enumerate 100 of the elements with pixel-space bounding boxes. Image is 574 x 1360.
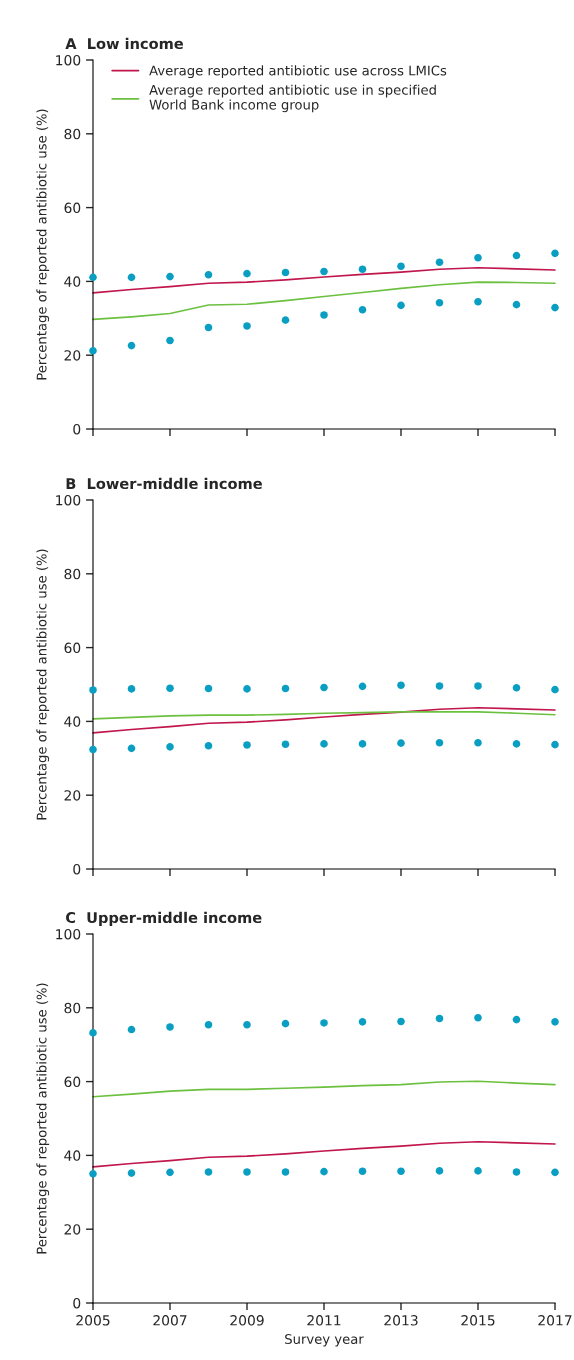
point (512, 1168, 521, 1176)
point (512, 1015, 521, 1024)
point (127, 273, 136, 282)
point (204, 1168, 213, 1176)
point (166, 1168, 174, 1177)
point (358, 1167, 367, 1176)
point (435, 258, 444, 267)
point (358, 740, 367, 748)
point (243, 1168, 251, 1176)
point (243, 685, 251, 693)
point (320, 311, 328, 319)
line-series (92, 1080, 556, 1098)
x-tick-label: 2013 (384, 1315, 418, 1326)
point (166, 1023, 174, 1031)
point (551, 249, 559, 258)
point (397, 739, 405, 747)
point (551, 740, 559, 749)
y-tick-label: 0 (73, 863, 81, 875)
y-tick-label: 80 (64, 1002, 81, 1014)
y-tick-label: 60 (64, 642, 81, 654)
chart-title: C Upper-middle income (66, 911, 262, 926)
point (512, 251, 521, 260)
y-tick-label: 100 (56, 54, 81, 66)
point (474, 1167, 482, 1175)
point (320, 683, 328, 692)
line-series (92, 266, 556, 294)
line-series (92, 281, 556, 321)
y-tick-label: 20 (64, 350, 81, 361)
legend-label: Average reported antibiotic use in specified World Bank income group (149, 84, 436, 113)
line-series (92, 706, 556, 734)
point (166, 684, 174, 692)
point (397, 301, 405, 310)
x-tick-label: 2007 (153, 1315, 187, 1326)
point (243, 269, 251, 278)
point (397, 262, 405, 271)
point (89, 273, 97, 282)
y-tick-label: 80 (64, 568, 81, 580)
y-tick-label: 20 (64, 790, 81, 801)
point (512, 740, 521, 748)
point (512, 300, 521, 309)
point (320, 267, 328, 276)
y-tick-label: 100 (56, 928, 81, 940)
point (435, 682, 444, 690)
point (166, 743, 174, 751)
point (397, 1167, 405, 1176)
y-axis-title: Percentage of reported antibiotic use (%) (36, 109, 50, 380)
point (397, 681, 405, 690)
y-axis-title: Percentage of reported antibiotic use (%) (36, 983, 50, 1254)
y-tick-label: 80 (64, 128, 81, 140)
point (204, 684, 213, 693)
point (435, 1014, 444, 1023)
y-tick-label: 60 (64, 202, 81, 214)
point (474, 1013, 482, 1022)
point (435, 1167, 444, 1175)
point (358, 1018, 367, 1026)
point (281, 740, 290, 749)
point (320, 1019, 328, 1027)
x-tick-label: 2005 (76, 1315, 110, 1326)
x-tick-label: 2017 (538, 1315, 572, 1326)
legend-label: Average reported antibiotic use across LMICs (149, 65, 447, 79)
x-tick-label: 2009 (230, 1315, 264, 1326)
point (243, 1020, 251, 1029)
point (551, 303, 559, 312)
point (358, 265, 367, 274)
point (127, 1025, 136, 1034)
x-tick-label: 2015 (461, 1315, 495, 1326)
point (89, 686, 97, 694)
point (89, 745, 97, 754)
point (435, 299, 444, 307)
y-tick-label: 0 (73, 1297, 81, 1309)
y-tick-label: 40 (64, 276, 81, 287)
y-tick-label: 0 (73, 423, 81, 435)
point (320, 740, 328, 748)
point (474, 253, 482, 262)
point (243, 322, 251, 330)
point (166, 336, 174, 345)
point (551, 1168, 559, 1177)
point (474, 297, 482, 306)
line-series (92, 1140, 556, 1168)
point (281, 316, 290, 324)
point (127, 341, 136, 350)
y-tick-label: 40 (64, 716, 81, 727)
chart-title: A Low income (65, 37, 184, 50)
point (127, 1169, 136, 1177)
y-axis-title: Percentage of reported antibiotic use (%) (36, 549, 50, 820)
y-tick-label: 20 (64, 1224, 81, 1235)
point (89, 346, 97, 355)
point (358, 682, 367, 691)
point (89, 1029, 97, 1037)
point (358, 306, 367, 314)
point (551, 1018, 559, 1026)
point (474, 739, 482, 747)
point (89, 1170, 97, 1178)
point (127, 744, 136, 753)
x-tick-label: 2011 (307, 1315, 341, 1326)
point (474, 682, 482, 690)
point (243, 741, 251, 749)
point (281, 268, 290, 277)
y-tick-label: 40 (64, 1150, 81, 1161)
point (204, 741, 213, 750)
